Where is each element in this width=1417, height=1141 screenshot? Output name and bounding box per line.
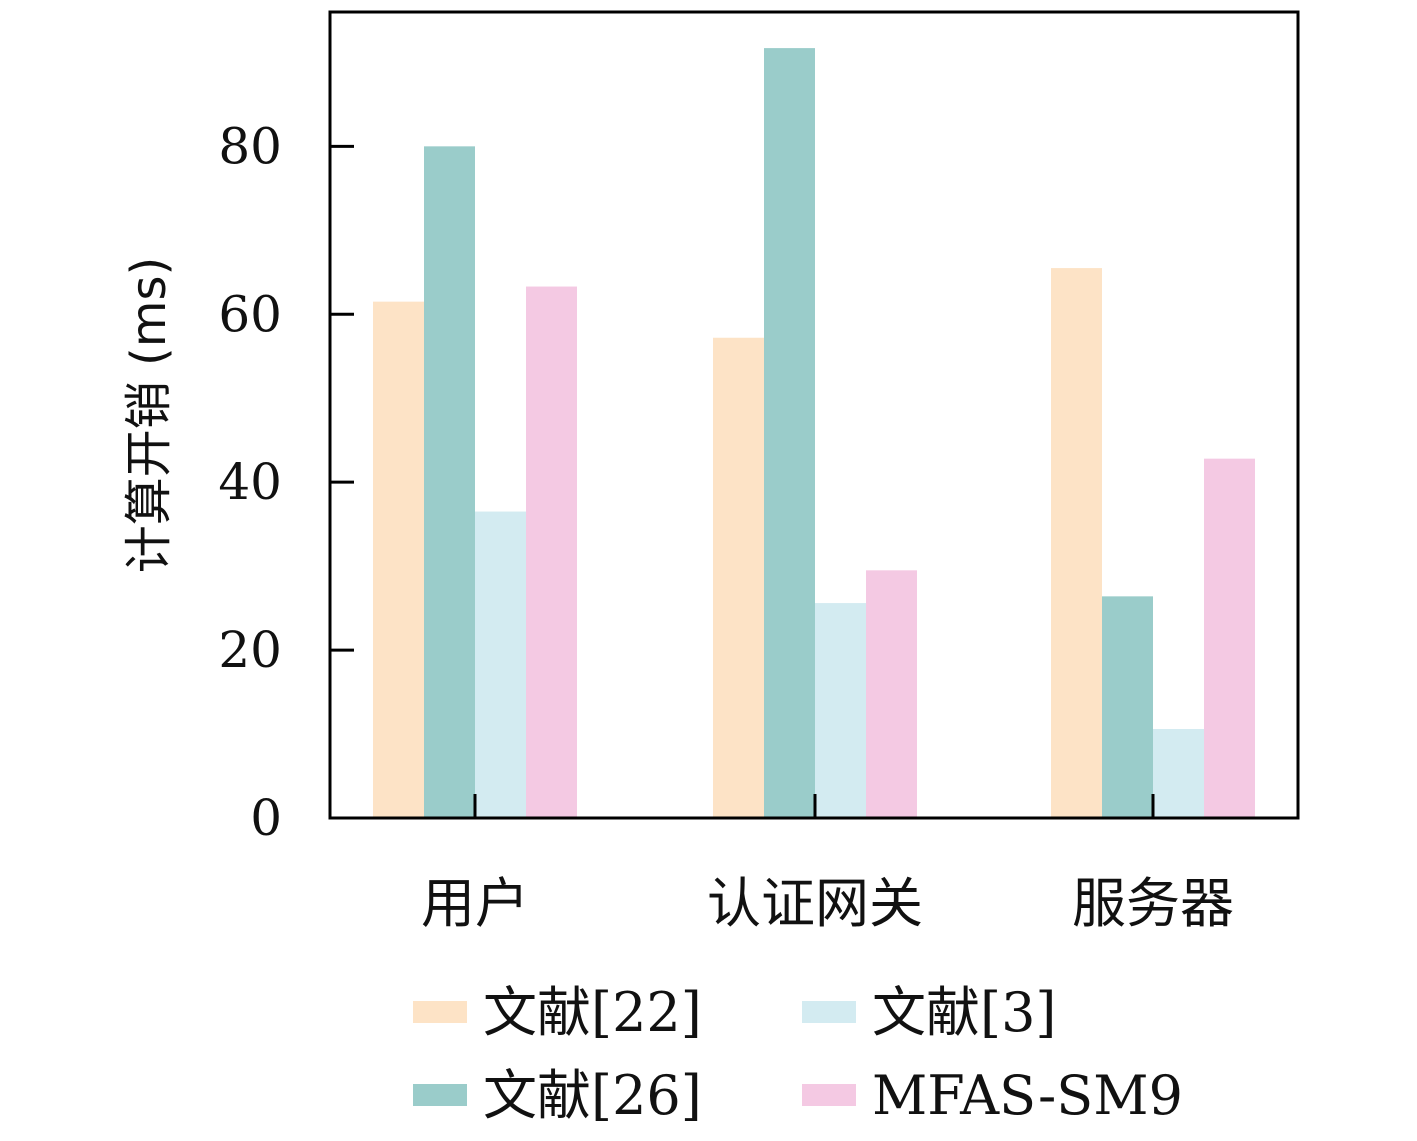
x-axis: 用户 认证网关 服务器 — [421, 794, 1234, 935]
legend-swatch — [802, 1001, 856, 1023]
legend-label: 文献[3] — [872, 981, 1057, 1044]
y-tick-label: 80 — [218, 117, 282, 175]
y-tick-label: 20 — [218, 621, 282, 679]
bar — [526, 286, 577, 818]
bar — [373, 301, 424, 818]
bars-group — [373, 48, 1255, 819]
bar — [1051, 268, 1102, 819]
bar — [713, 337, 764, 818]
y-tick-label: 40 — [218, 453, 282, 511]
y-tick-label: 0 — [250, 789, 282, 847]
legend-label: 文献[22] — [483, 981, 702, 1044]
legend-swatch — [413, 1084, 467, 1106]
legend-swatch — [413, 1001, 467, 1023]
bar — [815, 603, 866, 818]
legend-swatch — [802, 1084, 856, 1106]
bar — [764, 48, 815, 818]
x-tick-label: 认证网关 — [707, 872, 923, 935]
bar — [866, 570, 917, 818]
bar — [424, 146, 475, 819]
x-tick-label: 服务器 — [1072, 872, 1234, 935]
y-axis: 0 20 40 60 80 — [218, 117, 354, 847]
x-tick-label: 用户 — [421, 872, 529, 935]
y-axis-label: 计算开销 (ms) — [121, 257, 177, 573]
legend: 文献[22] 文献[26] 文献[3] MFAS-SM9 — [413, 981, 1183, 1127]
legend-label: MFAS-SM9 — [872, 1064, 1183, 1127]
plot-frame — [328, 10, 1300, 820]
bar — [475, 511, 526, 818]
y-tick-label: 60 — [218, 285, 282, 343]
bar — [1153, 729, 1204, 818]
legend-label: 文献[26] — [483, 1064, 702, 1127]
bar — [1102, 596, 1153, 818]
bar — [1204, 458, 1255, 818]
